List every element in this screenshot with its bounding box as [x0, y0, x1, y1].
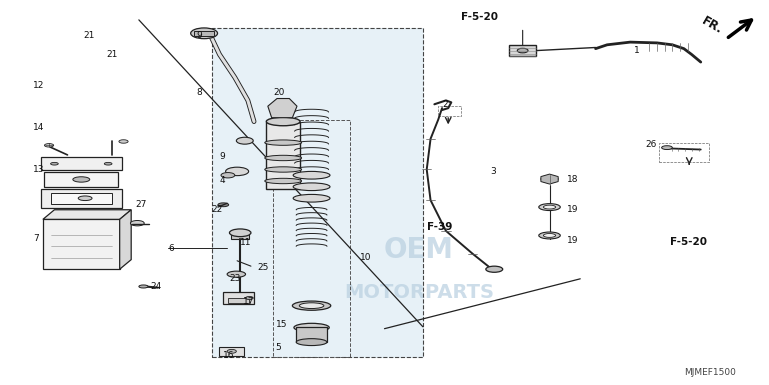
Ellipse shape	[293, 171, 330, 179]
Text: 15: 15	[275, 320, 287, 329]
Text: 3: 3	[491, 167, 496, 176]
Ellipse shape	[265, 167, 301, 172]
Ellipse shape	[539, 204, 561, 211]
Text: 24: 24	[151, 282, 161, 291]
Text: F-5-20: F-5-20	[461, 12, 498, 22]
Text: 19: 19	[568, 205, 579, 214]
Text: 5: 5	[275, 343, 281, 352]
Text: 13: 13	[33, 165, 45, 174]
Ellipse shape	[131, 221, 145, 226]
Text: OEM: OEM	[384, 236, 454, 264]
Ellipse shape	[266, 117, 300, 126]
Ellipse shape	[236, 137, 253, 144]
Ellipse shape	[45, 144, 54, 147]
Text: MOTORPARTS: MOTORPARTS	[344, 283, 494, 302]
Ellipse shape	[265, 155, 301, 161]
Ellipse shape	[105, 162, 112, 165]
Bar	[231, 234, 249, 239]
Text: 4: 4	[219, 176, 225, 186]
Text: 6: 6	[168, 244, 174, 253]
Ellipse shape	[544, 205, 556, 209]
Text: 8: 8	[196, 88, 202, 97]
Bar	[266, 122, 300, 189]
Text: 19: 19	[568, 236, 579, 245]
Text: F-5-20: F-5-20	[670, 238, 707, 248]
Bar	[223, 292, 254, 304]
Ellipse shape	[541, 176, 558, 182]
Bar	[296, 327, 327, 342]
Ellipse shape	[119, 140, 128, 143]
Bar	[219, 347, 244, 356]
Text: MJMEF1500: MJMEF1500	[684, 368, 736, 377]
Text: 23: 23	[229, 274, 241, 283]
Text: F-39: F-39	[427, 222, 452, 232]
Text: 22: 22	[211, 205, 223, 214]
Ellipse shape	[51, 162, 58, 165]
Ellipse shape	[293, 194, 330, 202]
Text: 9: 9	[196, 31, 202, 40]
Text: 9: 9	[219, 152, 225, 161]
Ellipse shape	[292, 301, 331, 310]
Bar	[509, 45, 537, 56]
Ellipse shape	[78, 196, 92, 201]
Text: 10: 10	[360, 253, 371, 262]
Text: 26: 26	[645, 140, 657, 149]
Ellipse shape	[245, 296, 253, 300]
Ellipse shape	[296, 339, 327, 346]
Polygon shape	[43, 210, 131, 219]
Bar	[273, 120, 350, 357]
Ellipse shape	[544, 234, 556, 238]
Bar	[43, 219, 120, 269]
Ellipse shape	[218, 203, 228, 207]
Ellipse shape	[227, 271, 245, 277]
Text: FR.: FR.	[699, 15, 724, 37]
Text: 21: 21	[84, 31, 95, 40]
Bar	[211, 28, 423, 357]
Ellipse shape	[221, 172, 235, 178]
Text: 12: 12	[33, 80, 45, 90]
Text: 2: 2	[442, 100, 448, 109]
Bar	[438, 106, 461, 116]
Ellipse shape	[191, 28, 218, 38]
Ellipse shape	[229, 229, 251, 237]
Bar	[41, 157, 122, 170]
Ellipse shape	[293, 183, 330, 191]
Ellipse shape	[299, 303, 324, 308]
Text: 11: 11	[240, 238, 251, 247]
Text: 14: 14	[33, 123, 45, 132]
Ellipse shape	[539, 232, 561, 239]
Bar	[659, 143, 709, 162]
Ellipse shape	[518, 48, 528, 53]
Text: 1: 1	[634, 46, 640, 55]
Ellipse shape	[294, 323, 329, 332]
Ellipse shape	[139, 285, 148, 288]
Ellipse shape	[661, 146, 672, 149]
Polygon shape	[120, 210, 131, 269]
Ellipse shape	[225, 167, 248, 176]
Bar	[51, 192, 112, 204]
Text: 21: 21	[107, 50, 118, 59]
Text: 16: 16	[223, 351, 235, 360]
Ellipse shape	[486, 266, 503, 272]
Text: 27: 27	[135, 199, 146, 209]
Bar	[228, 298, 249, 303]
Bar	[41, 189, 122, 208]
Text: 7: 7	[33, 234, 38, 243]
Ellipse shape	[265, 178, 301, 184]
Ellipse shape	[227, 350, 236, 353]
Bar	[194, 31, 214, 36]
Text: 25: 25	[258, 263, 269, 272]
Bar	[45, 172, 118, 187]
Text: 20: 20	[273, 88, 285, 97]
Ellipse shape	[73, 177, 90, 182]
Bar	[211, 28, 423, 357]
Polygon shape	[268, 99, 297, 118]
Ellipse shape	[265, 140, 301, 145]
Text: 17: 17	[242, 297, 254, 306]
Text: 18: 18	[568, 174, 579, 184]
